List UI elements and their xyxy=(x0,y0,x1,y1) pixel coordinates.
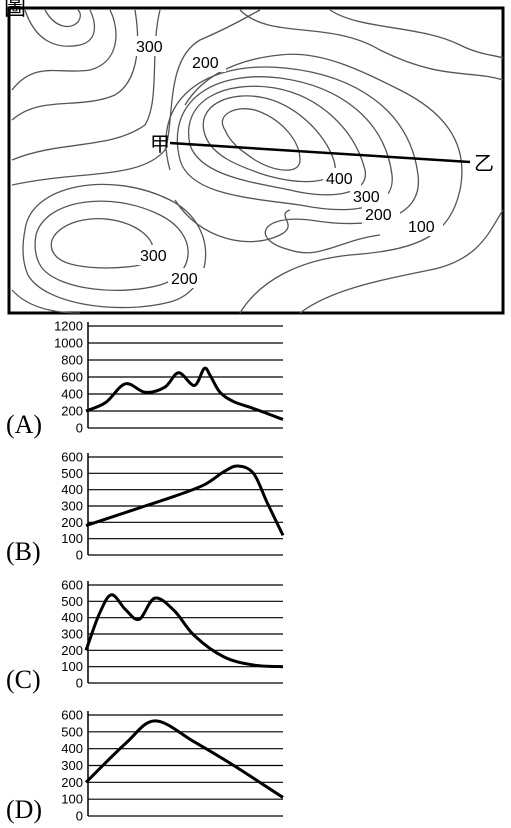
y-tick-label: 400 xyxy=(61,482,83,497)
point-end-label: 乙 xyxy=(474,153,494,175)
y-tick-label: 300 xyxy=(61,627,83,642)
y-tick-label: 0 xyxy=(76,548,83,563)
option-b-label: (B) xyxy=(6,537,41,566)
y-tick-label: 0 xyxy=(76,421,83,436)
contour-line xyxy=(11,9,139,121)
contour-line xyxy=(184,53,463,314)
profile-chart-a: 1200 1000 800 600 400 200 0 xyxy=(54,319,284,436)
contour-line xyxy=(22,183,207,309)
contour-line xyxy=(24,9,96,47)
y-tick-label: 200 xyxy=(61,643,83,658)
y-tick-label: 400 xyxy=(61,610,83,625)
contour-line xyxy=(50,218,154,269)
profile-line xyxy=(85,366,284,421)
contour-line xyxy=(239,9,504,81)
profile-line xyxy=(84,593,284,669)
contour-label: 200 xyxy=(171,271,198,288)
contour-label: 100 xyxy=(408,219,435,236)
y-tick-label: 400 xyxy=(61,741,83,756)
y-tick-label: 200 xyxy=(61,404,83,419)
y-tick-label: 500 xyxy=(61,466,83,481)
contour-label: 200 xyxy=(365,207,392,224)
y-tick-label: 1200 xyxy=(54,319,83,334)
contour-line xyxy=(202,95,336,183)
contour-line xyxy=(299,209,504,314)
option-d-label: (D) xyxy=(6,795,43,824)
map-frame xyxy=(7,6,505,315)
option-c-label: (C) xyxy=(6,665,41,694)
y-tick-label: 100 xyxy=(61,531,83,546)
contour-label: 300 xyxy=(136,39,163,56)
contour-map: 300 200 400 300 200 100 300 200 甲 乙 xyxy=(7,6,505,315)
transect-line xyxy=(169,141,471,164)
y-tick-label: 600 xyxy=(61,450,83,465)
contour-line xyxy=(44,9,81,28)
y-tick-label: 300 xyxy=(61,499,83,514)
contour-label: 300 xyxy=(140,248,167,265)
y-tick-label: 200 xyxy=(61,515,83,530)
contour-line xyxy=(329,9,504,59)
y-tick-label: 500 xyxy=(61,594,83,609)
y-tick-label: 1000 xyxy=(54,336,83,351)
contour-lines xyxy=(11,9,504,314)
y-tick-label: 100 xyxy=(61,792,83,807)
y-tick-label: 0 xyxy=(76,809,83,824)
y-tick-label: 600 xyxy=(61,578,83,593)
y-tick-label: 800 xyxy=(61,353,83,368)
y-tick-label: 400 xyxy=(61,387,83,402)
profile-line xyxy=(85,464,285,537)
y-tick-label: 500 xyxy=(61,724,83,739)
contour-label: 300 xyxy=(353,189,380,206)
y-tick-label: 600 xyxy=(61,708,83,723)
y-tick-label: 100 xyxy=(61,659,83,674)
contour-line xyxy=(221,108,301,171)
contour-label: 200 xyxy=(192,55,219,72)
contour-line xyxy=(187,85,366,196)
contour-label: 400 xyxy=(326,171,353,188)
option-a-label: (A) xyxy=(6,410,43,439)
point-start-label: 甲 xyxy=(150,134,170,156)
contour-line xyxy=(165,66,419,254)
contour-line xyxy=(176,76,393,211)
contour-line xyxy=(11,289,81,314)
contour-line xyxy=(11,9,117,91)
y-tick-label: 0 xyxy=(76,676,83,691)
profile-line xyxy=(84,719,284,799)
y-tick-label: 600 xyxy=(61,370,83,385)
y-tick-label: 300 xyxy=(61,758,83,773)
y-tick-label: 200 xyxy=(61,775,83,790)
contour-line xyxy=(174,199,291,243)
